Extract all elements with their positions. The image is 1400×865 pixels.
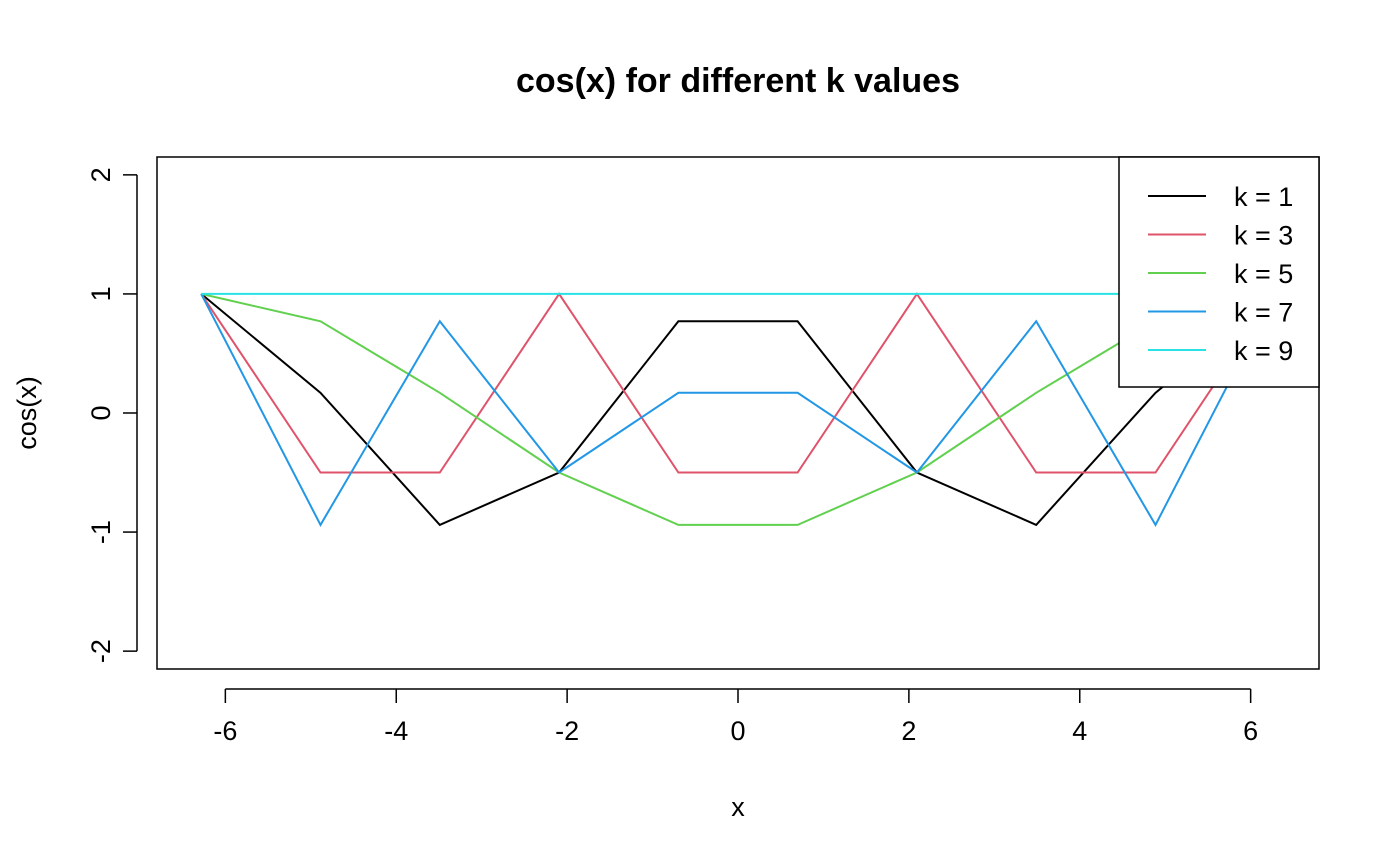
x-axis: -6 -4 -2 0 2 4 6 [213,688,1258,746]
chart-title: cos(x) for different k values [516,62,960,100]
legend: k = 1 k = 3 k = 5 k = 7 k = 9 [1118,156,1320,388]
x-tick-label: -6 [213,716,237,746]
x-axis-label: x [731,792,745,822]
x-tick-label: 6 [1243,716,1258,746]
series-line-3 [200,292,1276,526]
legend-label-1: k = 1 [1234,182,1293,212]
x-tick-label: -4 [384,716,408,746]
x-tick-label: 4 [1072,716,1087,746]
y-tick-label: 1 [86,286,116,301]
legend-label-3: k = 5 [1234,259,1293,289]
y-axis-label: cos(x) [12,376,42,450]
y-tick-label: 0 [86,405,116,420]
legend-label-2: k = 3 [1234,221,1293,251]
y-tick-label: 2 [86,167,116,182]
y-tick-label: -2 [86,639,116,663]
x-tick-label: 0 [730,716,745,746]
y-tick-label: -1 [86,520,116,544]
series-line-1 [200,293,1276,527]
series-line-2 [200,292,1276,474]
y-axis: -2 -1 0 1 2 [86,167,138,663]
plot-frame [156,156,1320,670]
series-layer [200,292,1276,527]
x-tick-label: 2 [901,716,916,746]
legend-label-4: k = 7 [1234,298,1293,328]
legend-label-5: k = 9 [1234,336,1293,366]
series-line-4 [200,293,1276,527]
x-tick-label: -2 [555,716,579,746]
